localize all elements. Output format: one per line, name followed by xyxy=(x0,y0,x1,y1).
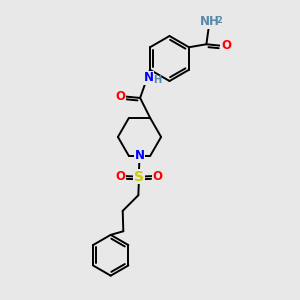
Text: N: N xyxy=(134,149,145,162)
Text: O: O xyxy=(115,169,125,183)
Text: 2: 2 xyxy=(217,16,223,26)
Text: S: S xyxy=(134,170,144,184)
Text: H: H xyxy=(153,75,161,85)
Text: NH: NH xyxy=(200,15,220,28)
Text: O: O xyxy=(221,39,231,52)
Text: O: O xyxy=(115,90,125,103)
Text: N: N xyxy=(143,71,154,84)
Text: O: O xyxy=(153,169,163,183)
